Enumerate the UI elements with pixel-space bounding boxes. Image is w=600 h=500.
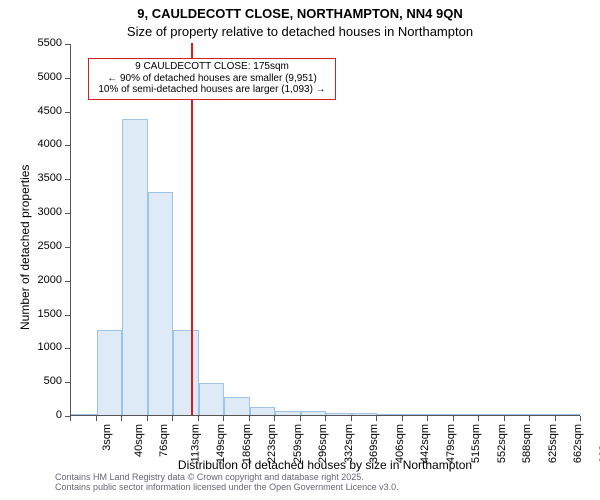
- x-tick-label: 552sqm: [496, 424, 508, 463]
- x-tick-label: 149sqm: [215, 424, 227, 463]
- histogram-bar: [173, 330, 199, 415]
- x-tick-mark: [453, 416, 454, 421]
- histogram-bar: [71, 414, 97, 415]
- y-tick-label: 5000: [0, 71, 62, 83]
- chart-title: 9, CAULDECOTT CLOSE, NORTHAMPTON, NN4 9Q…: [0, 6, 600, 21]
- y-tick-mark: [65, 247, 70, 248]
- y-tick-label: 4500: [0, 105, 62, 117]
- y-tick-mark: [65, 382, 70, 383]
- histogram-bar: [148, 192, 174, 415]
- histogram-bar: [250, 407, 276, 415]
- x-tick-mark: [376, 416, 377, 421]
- x-tick-label: 662sqm: [572, 424, 584, 463]
- footer-attribution: Contains HM Land Registry data © Crown c…: [55, 472, 399, 492]
- y-tick-label: 1500: [0, 308, 62, 320]
- x-tick-mark: [300, 416, 301, 421]
- annotation-line-1: 9 CAULDECOTT CLOSE: 175sqm: [89, 61, 335, 73]
- x-tick-label: 259sqm: [292, 424, 304, 463]
- property-size-chart: 9, CAULDECOTT CLOSE, NORTHAMPTON, NN4 9Q…: [0, 0, 600, 500]
- x-tick-mark: [172, 416, 173, 421]
- x-tick-label: 406sqm: [394, 424, 406, 463]
- x-tick-mark: [351, 416, 352, 421]
- x-tick-label: 296sqm: [317, 424, 329, 463]
- histogram-bar: [556, 414, 582, 415]
- histogram-bar: [224, 397, 250, 415]
- footer-line-2: Contains public sector information licen…: [55, 482, 399, 492]
- y-tick-mark: [65, 348, 70, 349]
- x-tick-mark: [249, 416, 250, 421]
- histogram-bar: [199, 383, 225, 415]
- x-tick-mark: [96, 416, 97, 421]
- y-tick-mark: [65, 179, 70, 180]
- x-tick-mark: [198, 416, 199, 421]
- annotation-line-3: 10% of semi-detached houses are larger (…: [89, 84, 335, 96]
- x-tick-mark: [504, 416, 505, 421]
- histogram-bar: [377, 414, 403, 415]
- x-tick-mark: [402, 416, 403, 421]
- x-tick-label: 186sqm: [241, 424, 253, 463]
- histogram-bar: [275, 411, 301, 415]
- y-tick-mark: [65, 78, 70, 79]
- x-tick-mark: [121, 416, 122, 421]
- y-tick-label: 3000: [0, 206, 62, 218]
- y-tick-label: 5500: [0, 37, 62, 49]
- x-tick-label: 369sqm: [368, 424, 380, 463]
- x-tick-label: 332sqm: [343, 424, 355, 463]
- y-tick-mark: [65, 315, 70, 316]
- x-tick-mark: [478, 416, 479, 421]
- x-tick-mark: [427, 416, 428, 421]
- histogram-bar: [301, 411, 327, 415]
- histogram-bar: [530, 414, 556, 415]
- y-tick-mark: [65, 44, 70, 45]
- x-tick-label: 479sqm: [445, 424, 457, 463]
- histogram-bar: [428, 414, 454, 415]
- x-tick-mark: [529, 416, 530, 421]
- x-tick-mark: [555, 416, 556, 421]
- y-tick-label: 1000: [0, 341, 62, 353]
- histogram-bar: [505, 414, 531, 415]
- x-tick-label: 442sqm: [419, 424, 431, 463]
- y-tick-label: 0: [0, 409, 62, 421]
- x-tick-mark: [325, 416, 326, 421]
- x-tick-mark: [147, 416, 148, 421]
- annotation-line-2: ← 90% of detached houses are smaller (9,…: [89, 73, 335, 85]
- y-tick-label: 4000: [0, 138, 62, 150]
- x-tick-label: 76sqm: [158, 424, 170, 457]
- x-tick-mark: [274, 416, 275, 421]
- footer-line-1: Contains HM Land Registry data © Crown c…: [55, 472, 399, 482]
- y-tick-label: 3500: [0, 172, 62, 184]
- histogram-bar: [122, 119, 148, 415]
- histogram-bar: [403, 414, 429, 415]
- x-tick-label: 113sqm: [189, 424, 201, 462]
- y-tick-label: 2500: [0, 240, 62, 252]
- y-tick-mark: [65, 213, 70, 214]
- chart-subtitle: Size of property relative to detached ho…: [0, 24, 600, 39]
- y-tick-label: 500: [0, 375, 62, 387]
- x-tick-mark: [580, 416, 581, 421]
- histogram-bar: [97, 330, 123, 415]
- histogram-bar: [479, 414, 505, 415]
- x-tick-label: 223sqm: [266, 424, 278, 463]
- histogram-bar: [454, 414, 480, 415]
- y-tick-mark: [65, 145, 70, 146]
- histogram-bar: [352, 413, 378, 415]
- x-tick-label: 40sqm: [133, 424, 145, 457]
- annotation-box: 9 CAULDECOTT CLOSE: 175sqm ← 90% of deta…: [88, 58, 336, 100]
- x-tick-mark: [223, 416, 224, 421]
- x-tick-label: 588sqm: [521, 424, 533, 463]
- y-tick-mark: [65, 112, 70, 113]
- x-tick-label: 3sqm: [101, 424, 113, 451]
- x-tick-mark: [70, 416, 71, 421]
- x-tick-label: 515sqm: [470, 424, 482, 463]
- y-tick-mark: [65, 281, 70, 282]
- x-tick-label: 625sqm: [547, 424, 559, 463]
- y-tick-label: 2000: [0, 274, 62, 286]
- histogram-bar: [326, 413, 352, 415]
